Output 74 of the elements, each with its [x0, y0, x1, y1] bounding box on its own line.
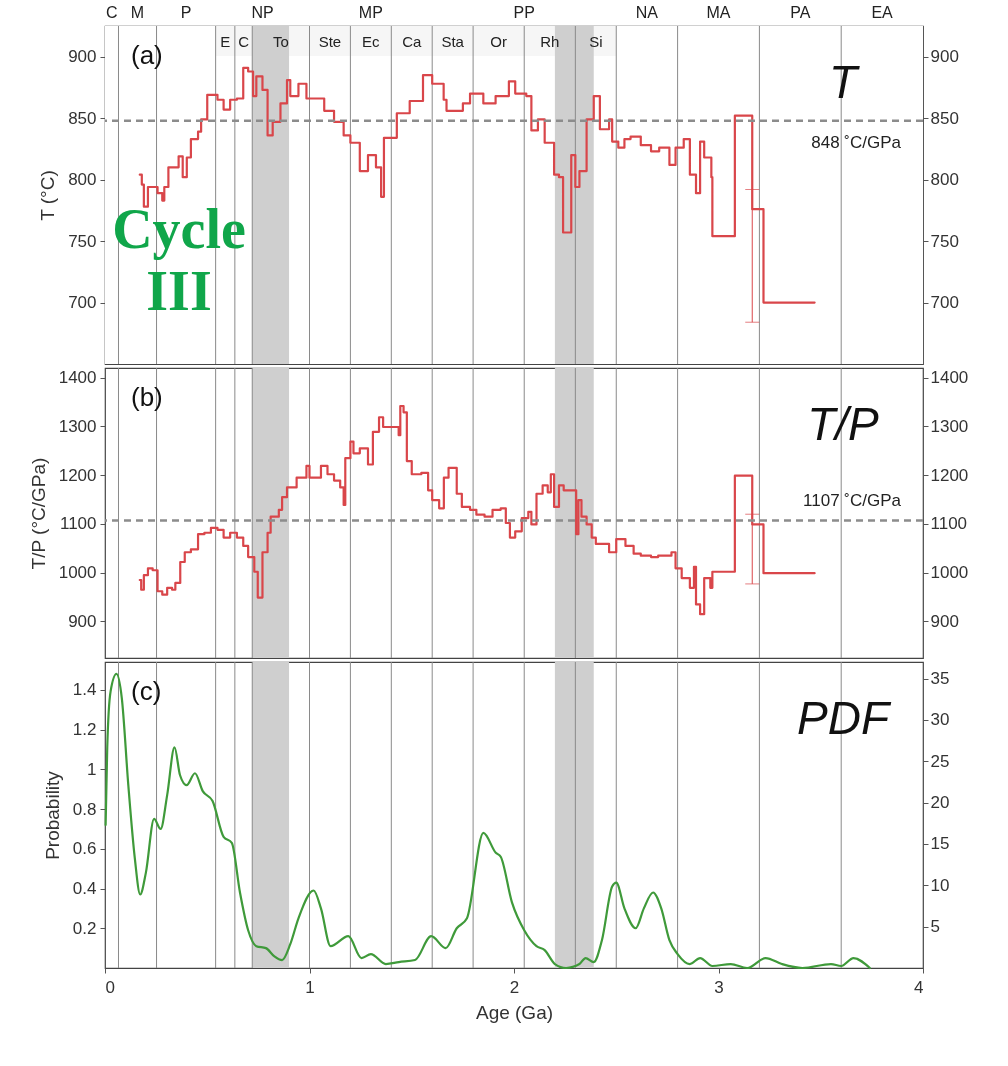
y-tick-label: 1100 — [59, 514, 97, 534]
y-tick-label: 900 — [68, 47, 97, 67]
y-tick-label: 1400 — [58, 368, 97, 388]
ref-line-label: 1107 ˚C/GPa — [803, 490, 902, 510]
band-label: Ec — [362, 33, 381, 50]
y-tick-label: 0.8 — [72, 799, 97, 819]
y-tick-label: 1000 — [58, 563, 97, 583]
band-label: C — [238, 33, 250, 50]
band-label: Rh — [540, 33, 560, 50]
y2-tick-label: 850 — [930, 108, 959, 128]
annotation: T/P — [807, 398, 880, 450]
x-tick-label: 0 — [105, 977, 115, 997]
band-label: PA — [790, 4, 811, 21]
y-tick-label: 1.4 — [72, 680, 97, 700]
band-label: PP — [513, 4, 535, 21]
x-tick-label: 2 — [509, 977, 520, 997]
y-tick-label: 700 — [68, 293, 97, 313]
y-tick-label: 800 — [68, 170, 97, 190]
y-tick-label: 1200 — [58, 465, 97, 485]
y2-tick-label: 30 — [930, 710, 950, 730]
band-label: To — [272, 33, 289, 50]
y2-tick-label: 20 — [930, 793, 950, 813]
band-label: NA — [635, 4, 659, 21]
y2-tick-label: 25 — [930, 751, 950, 771]
y-axis-title: Probability — [41, 770, 63, 860]
x-axis-title: Age (Ga) — [475, 1001, 554, 1023]
y-tick-label: 0.6 — [72, 839, 97, 859]
band-label: Ca — [402, 33, 422, 50]
annotation: (a) — [131, 40, 163, 70]
y-tick-label: 750 — [68, 231, 97, 251]
y-tick-label: 1300 — [58, 416, 97, 436]
y2-tick-label: 900 — [930, 611, 959, 631]
annotation: Cycle III — [112, 198, 246, 322]
annotation: PDF — [797, 692, 892, 744]
annotation: T — [828, 56, 860, 108]
x-tick-label: 1 — [305, 977, 315, 997]
y2-tick-label: 5 — [930, 917, 940, 937]
y-tick-label: 1.2 — [72, 720, 97, 740]
y2-tick-label: 1100 — [930, 514, 968, 534]
y2-tick-label: 1400 — [930, 368, 969, 388]
y-tick-label: 0.2 — [72, 918, 97, 938]
band-label: Or — [490, 33, 507, 50]
y2-tick-label: 900 — [930, 47, 959, 67]
band-label: E — [220, 33, 231, 50]
y-axis-title: T (°C) — [37, 170, 59, 221]
y-axis-title: T/P (°C/GPa) — [27, 457, 49, 570]
x-tick-label: 3 — [714, 977, 724, 997]
band-label: MA — [706, 4, 731, 21]
y2-tick-label: 700 — [930, 293, 959, 313]
y2-tick-label: 1000 — [930, 563, 969, 583]
band-label: EA — [871, 4, 894, 21]
band-label: P — [180, 4, 192, 21]
y-tick-label: 850 — [68, 108, 97, 128]
y2-tick-label: 1300 — [930, 416, 969, 436]
y-tick-label: 1 — [87, 759, 97, 779]
y-tick-label: 900 — [68, 611, 97, 631]
annotation: (b) — [131, 382, 163, 412]
x-tick-label: 4 — [914, 977, 924, 997]
annotation: (c) — [131, 676, 162, 706]
ref-line-label: 848 ˚C/GPa — [811, 132, 902, 152]
y2-tick-label: 750 — [930, 231, 959, 251]
band-label: NP — [251, 4, 274, 21]
y-tick-label: 0.4 — [72, 879, 97, 899]
band-label: Sta — [441, 33, 465, 50]
band-label: C — [105, 4, 118, 21]
y2-tick-label: 35 — [930, 669, 950, 689]
band-label: M — [130, 4, 145, 21]
band-label: MP — [358, 4, 383, 21]
y2-tick-label: 800 — [930, 170, 959, 190]
band-label: Ste — [318, 33, 342, 50]
y2-tick-label: 10 — [930, 875, 950, 895]
y2-tick-label: 1200 — [930, 465, 969, 485]
band-label: Si — [589, 33, 603, 50]
y2-tick-label: 15 — [930, 834, 950, 854]
